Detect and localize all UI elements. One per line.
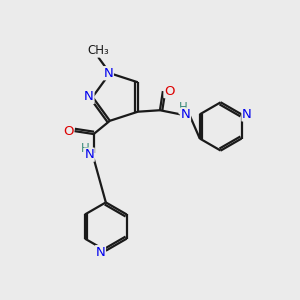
Text: N: N <box>181 108 190 121</box>
Text: N: N <box>96 246 105 259</box>
Text: O: O <box>63 124 73 138</box>
Text: N: N <box>103 67 113 80</box>
Text: N: N <box>84 91 94 103</box>
Text: N: N <box>84 148 94 161</box>
Text: N: N <box>242 108 252 121</box>
Text: CH₃: CH₃ <box>87 44 109 57</box>
Text: H: H <box>81 142 90 155</box>
Text: O: O <box>164 85 175 98</box>
Text: H: H <box>179 101 188 114</box>
